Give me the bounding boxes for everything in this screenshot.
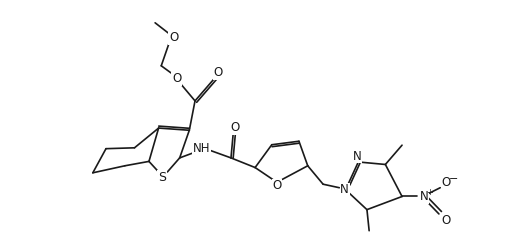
Text: O: O [441,214,451,227]
Text: N: N [340,184,349,196]
Text: +: + [426,188,433,196]
Text: NH: NH [193,142,210,155]
Text: O: O [442,176,451,188]
Text: O: O [172,72,181,86]
Text: O: O [231,121,240,134]
Text: N: N [420,190,429,203]
Text: −: − [449,174,458,184]
Text: O: O [169,31,178,44]
Text: N: N [353,150,362,163]
Text: O: O [272,180,281,192]
Text: O: O [213,66,222,79]
Text: S: S [158,171,166,184]
